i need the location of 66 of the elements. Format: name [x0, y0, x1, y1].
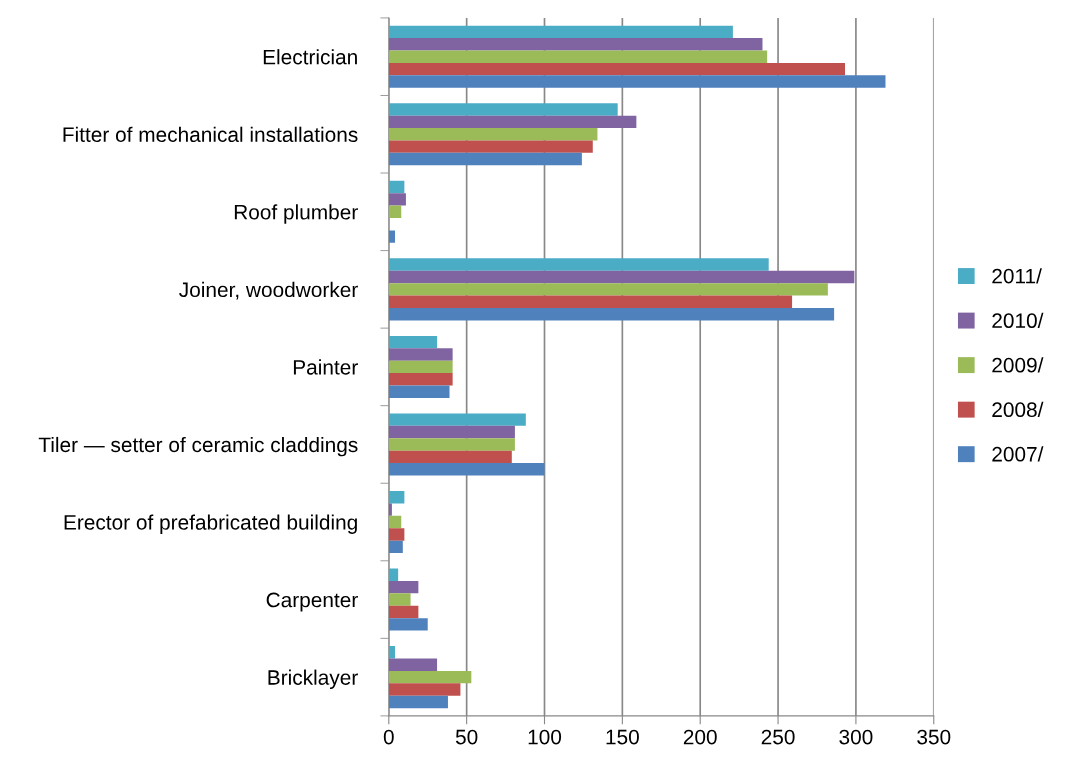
bar	[388, 75, 886, 88]
bar	[388, 128, 598, 141]
bar	[388, 593, 411, 606]
bar	[388, 670, 472, 684]
y-tick-label: Tiler — setter of ceramic claddings	[38, 436, 358, 457]
y-tick-label: Electrician	[263, 49, 357, 65]
bar	[388, 683, 461, 696]
y-tick-label: Joiner, woodworker	[179, 281, 358, 300]
bar	[388, 180, 405, 194]
x-tick-label: 200	[683, 729, 717, 745]
bar	[388, 62, 846, 76]
y-tick-label: Erector of prefabricated building	[64, 514, 357, 534]
bar	[388, 463, 545, 476]
bar	[388, 283, 828, 296]
bar	[388, 152, 582, 166]
bar	[388, 307, 835, 321]
bar	[388, 103, 618, 116]
legend-label: 2007/	[992, 446, 1044, 462]
bar	[388, 25, 733, 39]
bar	[388, 503, 392, 516]
bar	[388, 295, 793, 308]
bar	[388, 205, 402, 219]
y-tick-label: Roof plumber	[234, 204, 358, 224]
bar	[388, 258, 769, 271]
bar	[388, 50, 768, 63]
x-tick-label: 0	[383, 729, 394, 745]
bar	[388, 658, 438, 671]
legend-label: 2011/	[992, 268, 1042, 284]
x-tick-label: 300	[839, 729, 873, 745]
bar	[388, 385, 450, 398]
x-tick-label: 350	[917, 729, 951, 745]
bar	[388, 270, 855, 284]
bar	[388, 568, 399, 581]
legend-label: 2008/	[992, 401, 1044, 418]
bar	[388, 580, 419, 594]
bar	[388, 360, 453, 374]
bar	[388, 425, 515, 439]
bar	[388, 335, 438, 349]
bar	[388, 618, 428, 631]
bar	[388, 140, 593, 153]
x-tick-label: 50	[455, 729, 478, 745]
bar	[388, 646, 396, 659]
bar	[388, 373, 453, 386]
y-tick-label: Bricklayer	[268, 669, 358, 689]
bar	[388, 115, 637, 129]
bar	[388, 438, 515, 451]
legend-label: 2009/	[992, 357, 1044, 373]
x-tick-label: 100	[528, 729, 562, 745]
bar	[388, 450, 512, 464]
y-tick-label: Carpenter	[266, 592, 358, 612]
bar	[388, 38, 763, 51]
x-tick-label: 150	[606, 729, 639, 745]
y-tick-label: Painter	[293, 359, 358, 375]
bar	[388, 348, 453, 361]
bar	[388, 605, 419, 619]
bar	[388, 413, 526, 426]
bar	[388, 491, 405, 504]
bar	[388, 193, 406, 206]
bar	[388, 695, 448, 709]
y-tick-label: Fitter of mechanical installations	[63, 126, 358, 142]
bar	[388, 230, 396, 243]
bar	[388, 515, 402, 529]
legend-label: 2010/	[992, 312, 1044, 329]
bar	[388, 528, 405, 541]
x-tick-label: 250	[761, 729, 795, 745]
bar	[388, 540, 403, 554]
